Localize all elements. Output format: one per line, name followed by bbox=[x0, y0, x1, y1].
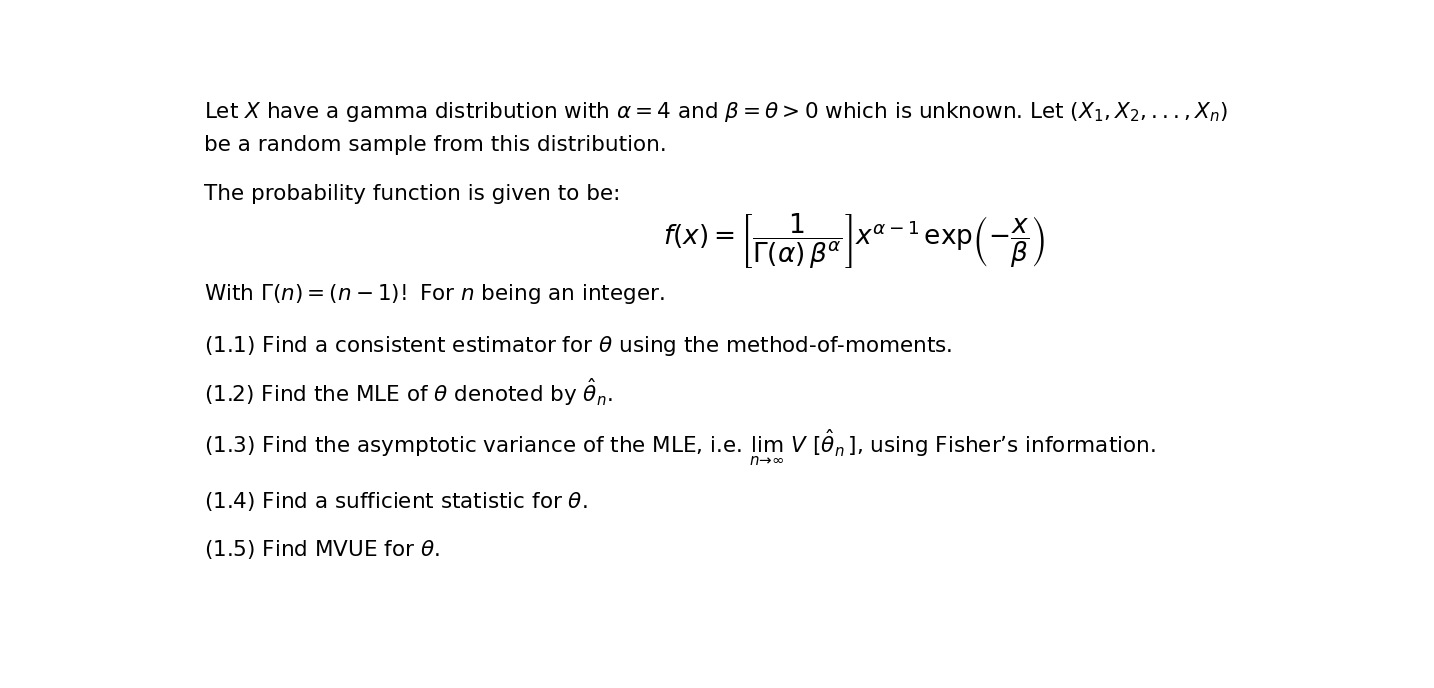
Text: (1.1) Find a consistent estimator for $\theta$ using the method-of-moments.: (1.1) Find a consistent estimator for $\… bbox=[204, 334, 952, 358]
Text: The probability function is given to be:: The probability function is given to be: bbox=[204, 184, 619, 204]
Text: be a random sample from this distribution.: be a random sample from this distributio… bbox=[204, 135, 667, 155]
Text: With $\Gamma(n) = (n - 1)!$ For $n$ being an integer.: With $\Gamma(n) = (n - 1)!$ For $n$ bein… bbox=[204, 283, 664, 306]
Text: Let $X$ have a gamma distribution with $\alpha = 4$ and $\beta = \theta > 0$ whi: Let $X$ have a gamma distribution with $… bbox=[204, 100, 1228, 124]
Text: (1.5) Find MVUE for $\theta$.: (1.5) Find MVUE for $\theta$. bbox=[204, 538, 439, 561]
Text: (1.4) Find a sufficient statistic for $\theta$.: (1.4) Find a sufficient statistic for $\… bbox=[204, 490, 588, 513]
Text: $f(x) = \left[\dfrac{1}{\Gamma(\alpha)\,\beta^{\alpha}}\right] x^{\alpha-1}\, \e: $f(x) = \left[\dfrac{1}{\Gamma(\alpha)\,… bbox=[663, 212, 1045, 271]
Text: (1.3) Find the asymptotic variance of the MLE, i.e. $\lim_{n\to\infty}$ $V$ $[\h: (1.3) Find the asymptotic variance of th… bbox=[204, 428, 1156, 468]
Text: (1.2) Find the MLE of $\theta$ denoted by $\hat{\theta}_n$.: (1.2) Find the MLE of $\theta$ denoted b… bbox=[204, 376, 612, 408]
